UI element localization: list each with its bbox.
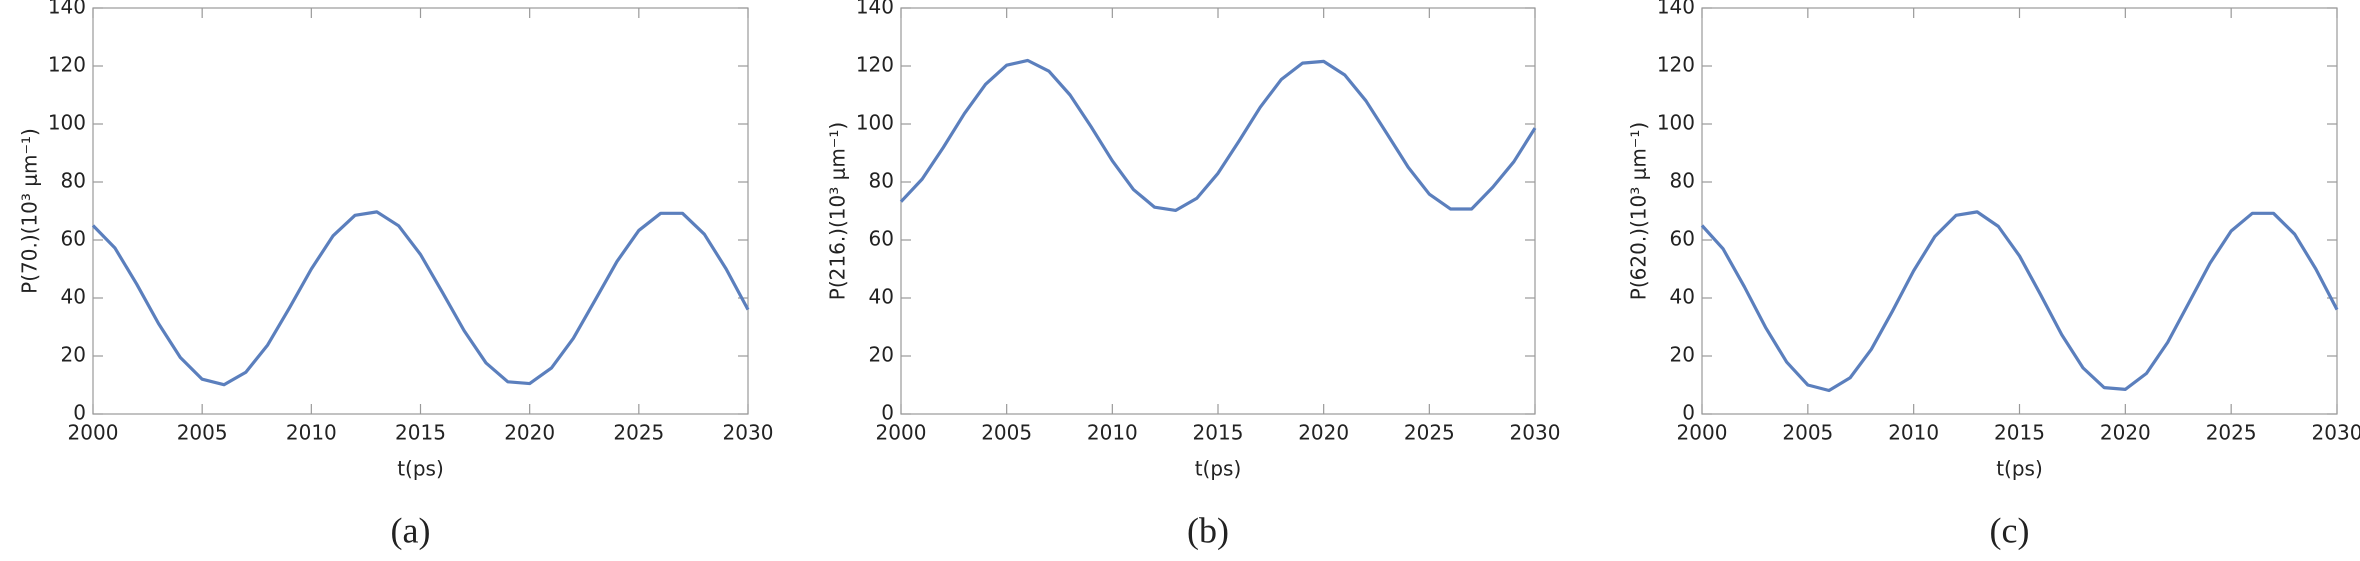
y-tick-label: 20 [869,343,894,367]
data-line [1702,212,2337,391]
data-line [901,60,1535,210]
plot-frame [1702,8,2337,414]
x-axis-label: t(ps) [1195,457,1242,481]
x-tick-label: 2000 [68,421,119,445]
x-tick-label: 2015 [1994,421,2045,445]
data-line [93,212,748,385]
y-tick-label: 40 [869,285,894,309]
y-tick-label: 40 [1670,285,1695,309]
x-axis-label: t(ps) [1996,457,2043,481]
x-tick-label: 2000 [876,421,927,445]
x-tick-label: 2005 [1782,421,1833,445]
y-tick-label: 100 [48,111,86,135]
x-tick-label: 2020 [2100,421,2151,445]
y-tick-label: 140 [48,0,86,19]
plot-frame [901,8,1535,414]
y-tick-label: 120 [856,53,894,77]
y-tick-label: 20 [1670,343,1695,367]
caption: (c) [1990,510,2030,550]
x-tick-label: 2030 [1510,421,1561,445]
y-tick-label: 140 [856,0,894,19]
x-tick-label: 2025 [1404,421,1455,445]
y-tick-label: 20 [61,343,86,367]
y-tick-label: 100 [1657,111,1695,135]
x-tick-label: 2030 [2312,421,2360,445]
plot-frame [93,8,748,414]
caption: (a) [391,510,431,550]
x-tick-label: 2005 [981,421,1032,445]
x-tick-label: 2015 [1193,421,1244,445]
y-tick-label: 120 [1657,53,1695,77]
x-tick-label: 2025 [613,421,664,445]
y-tick-label: 80 [1670,169,1695,193]
y-tick-label: 80 [61,169,86,193]
x-tick-label: 2010 [1087,421,1138,445]
y-axis-label: P(620.)(10³ μm⁻¹) [1627,122,1651,300]
x-tick-label: 2010 [286,421,337,445]
y-tick-label: 100 [856,111,894,135]
x-tick-label: 2020 [504,421,555,445]
x-tick-label: 2005 [177,421,228,445]
y-tick-label: 140 [1657,0,1695,19]
y-tick-label: 80 [869,169,894,193]
x-tick-label: 2030 [723,421,774,445]
y-tick-label: 120 [48,53,86,77]
y-axis-label: P(70.)(10³ μm⁻¹) [18,128,42,294]
x-tick-label: 2015 [395,421,446,445]
y-tick-label: 60 [1670,227,1695,251]
caption: (b) [1187,510,1229,550]
x-tick-label: 2000 [1677,421,1728,445]
y-tick-label: 40 [61,285,86,309]
x-tick-label: 2020 [1298,421,1349,445]
y-axis-label: P(216.)(10³ μm⁻¹) [826,122,850,300]
x-axis-label: t(ps) [397,457,444,481]
y-tick-label: 60 [869,227,894,251]
y-tick-label: 60 [61,227,86,251]
x-tick-label: 2025 [2206,421,2257,445]
x-tick-label: 2010 [1888,421,1939,445]
